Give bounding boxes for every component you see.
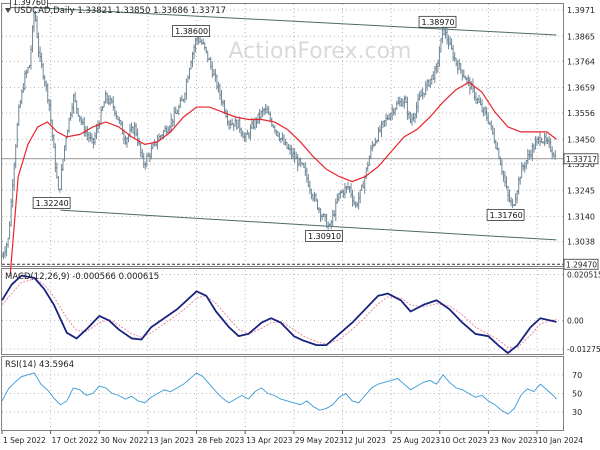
level-label-box	[10, 0, 48, 9]
support-label: 1.29470	[566, 260, 597, 269]
price-y-tick-label: 1.3659	[567, 83, 595, 92]
price-header: USDCAD,Daily 1.33821 1.33850 1.33686 1.3…	[5, 6, 226, 16]
price-y-tick-label: 1.3140	[567, 212, 595, 221]
x-tick-label: 17 Oct 2022	[52, 436, 99, 445]
price-y-tick-label: 1.3245	[567, 186, 595, 195]
level-label: 1.30910	[308, 232, 341, 241]
x-tick-label: 25 Aug 2023	[392, 436, 440, 445]
rsi-layer: 70 50 30	[1, 358, 582, 429]
level-label: 1.31760	[490, 211, 523, 220]
rsi-line	[1, 372, 557, 415]
level-label: 1.38600	[175, 27, 208, 36]
chart-title: USDCAD,Daily 1.33821 1.33850 1.33686 1.3…	[14, 6, 226, 16]
price-y-tick-label: 1.3450	[567, 135, 595, 144]
rsi-y-tick-label: 30	[572, 408, 582, 417]
channel-upper-line	[13, 5, 557, 36]
current-price-box	[563, 153, 599, 165]
support-label-box	[563, 258, 599, 270]
x-tick-label: 10 Oct 2023	[441, 436, 488, 445]
x-tick-label: 12 Jul 2023	[343, 436, 386, 445]
level-label-box	[305, 230, 343, 242]
x-tick-label: 30 Nov 2022	[100, 436, 148, 445]
watermark: ActionForex.com	[229, 39, 412, 64]
rsi-y-tick-label: 70	[572, 371, 582, 380]
x-tick-label: 29 May 2023	[295, 436, 344, 445]
level-label-box	[32, 197, 71, 209]
price-y-tick-label: 1.3764	[567, 57, 595, 66]
macd-panel-frame	[1, 268, 564, 355]
x-tick-label: 13 Apr 2023	[246, 436, 293, 445]
x-axis: 1 Sep 2022 17 Oct 2022 30 Nov 2022 13 Jan 2…	[1, 431, 583, 445]
x-tick-label: 1 Sep 2022	[3, 436, 46, 445]
price-y-tick-label: 1.3038	[567, 238, 595, 247]
x-tick-label: 10 Jan 2024	[538, 436, 583, 445]
macd-line	[1, 274, 557, 354]
current-price-label: 1.33717	[566, 155, 597, 164]
price-y-tick-label: 1.3350	[567, 160, 595, 169]
macd-header: MACD(12,26,9) -0.000566 0.000615	[5, 272, 159, 282]
macd-layer: 0.020515 0.00 -0.012755	[1, 270, 600, 354]
price-y-tick-label: 1.3971	[567, 6, 595, 15]
macd-signal-line	[1, 278, 557, 348]
x-tick-label: 28 Feb 2023	[198, 436, 245, 445]
level-label-box	[418, 15, 457, 28]
moving-average-line	[9, 81, 557, 276]
x-tick-label: 13 Jan 2023	[149, 436, 194, 445]
macd-y-tick-label: 0.00	[567, 316, 584, 325]
level-label: 1.32240	[36, 199, 69, 208]
macd-y-tick-label: -0.012755	[567, 345, 600, 354]
rsi-header: RSI(14) 43.5964	[5, 360, 74, 370]
level-label: 1.39760	[13, 0, 46, 7]
level-label-box	[172, 25, 210, 37]
rsi-y-tick-label: 50	[572, 390, 582, 399]
channel-lower-line	[60, 209, 557, 241]
price-y-tick-label: 1.3865	[567, 32, 595, 41]
price-y-tick-label: 1.3556	[567, 109, 595, 118]
level-label: 1.38970	[422, 18, 455, 27]
macd-y-tick-label: 0.020515	[567, 270, 600, 279]
header-triangle-icon	[5, 8, 11, 13]
level-label-box	[486, 208, 525, 221]
price-layer: 1.3971 1.3865 1.3764 1.3659 1.3556 1.3450 1.33…	[1, 0, 599, 276]
x-tick-label: 23 Nov 2023	[489, 436, 537, 445]
